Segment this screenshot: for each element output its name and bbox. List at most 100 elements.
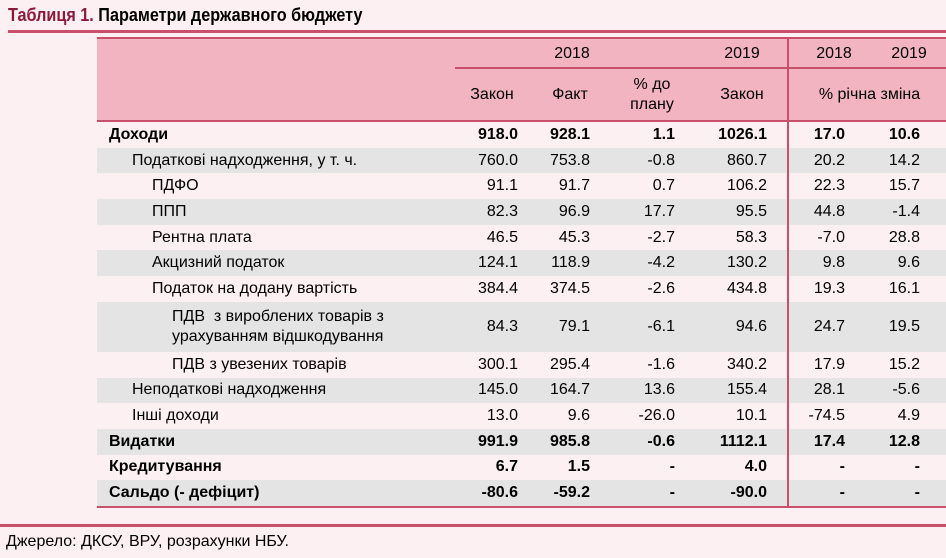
column-divider	[787, 351, 789, 378]
row-value: -	[839, 484, 845, 502]
row-label: Рентна плата	[152, 228, 252, 248]
row-value: -1.6	[647, 355, 675, 373]
row-value: 9.6	[897, 254, 920, 272]
row-label-text-line2: урахуванням відшкодування	[172, 327, 384, 345]
row-value: 10.1	[735, 407, 767, 425]
table-row: Податкові надходження, у т. ч. 760.0 753.8…	[97, 147, 946, 174]
row-value: 145.0	[477, 381, 518, 399]
row-value: 58.3	[735, 228, 767, 246]
row-value: 82.3	[486, 202, 518, 220]
row-value: 991.9	[477, 432, 518, 450]
row-value: 124.1	[477, 254, 518, 272]
row-value: 340.2	[726, 355, 767, 373]
row-value: -	[914, 458, 920, 476]
row-label: ППП	[152, 202, 187, 222]
row-label-text: ПДВ з вироблених товарів з	[172, 307, 384, 325]
row-label-text: Доходи	[109, 125, 169, 143]
row-value: -2.6	[647, 279, 675, 297]
row-value: 10.6	[888, 125, 920, 143]
row-value: 0.7	[652, 177, 675, 195]
row-label-text: Інші доходи	[132, 407, 219, 425]
header-divider	[455, 67, 946, 69]
row-value: 918.0	[477, 125, 518, 143]
row-value: 15.7	[888, 177, 920, 195]
footer-divider	[0, 524, 946, 527]
row-value: 28.8	[888, 228, 920, 246]
table-title-text: Параметри державного бюджету	[98, 5, 363, 25]
row-value: -80.6	[481, 484, 518, 502]
row-value: -90.0	[730, 484, 767, 502]
row-label: ПДФО	[152, 176, 199, 196]
row-value: 1.1	[652, 125, 675, 143]
table-row: ПДВ з увезених товарів 300.1 295.4 -1.6 340.…	[97, 351, 946, 378]
row-value: -0.6	[647, 432, 675, 450]
table-row: Кредитування 6.7 1.5 - 4.0 - -	[97, 454, 946, 481]
row-value: 860.7	[726, 151, 767, 169]
row-label-text: ППП	[152, 202, 187, 220]
row-value: 79.1	[558, 317, 590, 335]
row-value: 19.5	[888, 317, 920, 335]
row-label: Інші доходи	[132, 406, 219, 426]
column-divider	[787, 301, 789, 352]
table-title: Таблиця 1. Параметри державного бюджету	[8, 5, 362, 26]
row-label: Податкові надходження, у т. ч.	[132, 151, 357, 171]
row-label: Акцизний податок	[152, 253, 284, 273]
table-number: Таблиця 1.	[8, 5, 94, 25]
row-value: -	[669, 484, 675, 502]
table-row: Неподаткові надходження 145.0 164.7 13.6 155…	[97, 377, 946, 404]
table-row: Доходи 918.0 928.1 1.1 1026.1 17.0 10.6	[97, 122, 946, 148]
row-label: Видатки	[109, 432, 175, 452]
row-value: 17.7	[643, 202, 675, 220]
row-value: -	[839, 458, 845, 476]
column-divider	[787, 199, 789, 225]
row-value: 4.9	[897, 407, 920, 425]
row-value: 130.2	[726, 254, 767, 272]
row-value: 14.2	[888, 151, 920, 169]
header-law-2018: Закон	[470, 86, 514, 103]
row-value: 44.8	[813, 202, 845, 220]
table-body: Доходи 918.0 928.1 1.1 1026.1 17.0 10.6 Податко…	[97, 122, 946, 506]
row-value: 16.1	[888, 279, 920, 297]
row-label: ПДВ з вироблених товарів з урахуванням ві…	[172, 307, 384, 347]
column-divider	[787, 250, 789, 277]
row-value: 12.8	[888, 432, 920, 450]
row-value: 95.5	[735, 202, 767, 220]
column-divider	[787, 276, 789, 302]
row-value: 13.0	[486, 407, 518, 425]
row-value: 6.7	[495, 458, 518, 476]
row-value: -	[914, 484, 920, 502]
row-value: 985.8	[549, 432, 590, 450]
row-value: 118.9	[551, 254, 590, 272]
row-label-text: Податок на додану вартість	[152, 279, 358, 297]
table-row: Видатки 991.9 985.8 -0.6 1112.1 17.4 12.8	[97, 428, 946, 455]
row-label-text: Видатки	[109, 432, 176, 450]
row-value: -6.1	[647, 317, 675, 335]
budget-table: 2018 2019 2018 2019 Закон Факт % до план…	[97, 37, 946, 508]
table-row: Рентна плата 46.5 45.3 -2.7 58.3 -7.0 28.8	[97, 224, 946, 251]
row-value: 91.7	[558, 177, 590, 195]
row-value: -26.0	[638, 407, 675, 425]
header-fact-2018: Факт	[552, 86, 588, 103]
column-divider	[787, 428, 789, 455]
header-pct-plan: % до плану	[617, 75, 687, 115]
row-value: 15.2	[888, 355, 920, 373]
table-row: Податок на додану вартість 384.4 374.5 -2.6…	[97, 276, 946, 302]
row-value: 760.0	[477, 151, 518, 169]
row-label-text: Податкові надходження, у т. ч.	[132, 151, 358, 169]
row-value: -2.7	[647, 228, 675, 246]
header-year-2018: 2018	[554, 45, 590, 62]
header-pct-plan-line1: % до	[633, 76, 671, 93]
row-value: 753.8	[549, 151, 590, 169]
row-value: -7.0	[817, 228, 845, 246]
row-value: 28.1	[813, 381, 845, 399]
row-value: 295.4	[549, 355, 590, 373]
row-value: 928.1	[549, 125, 590, 143]
column-divider	[787, 122, 789, 148]
row-label: Неподаткові надходження	[132, 380, 326, 400]
table-row: ПДВ з вироблених товарів з урахуванням ві…	[97, 301, 946, 352]
row-value: 96.9	[558, 202, 590, 220]
row-value: -74.5	[808, 407, 845, 425]
row-value: 17.9	[813, 355, 845, 373]
row-value: 24.7	[813, 317, 845, 335]
column-divider	[787, 224, 789, 251]
